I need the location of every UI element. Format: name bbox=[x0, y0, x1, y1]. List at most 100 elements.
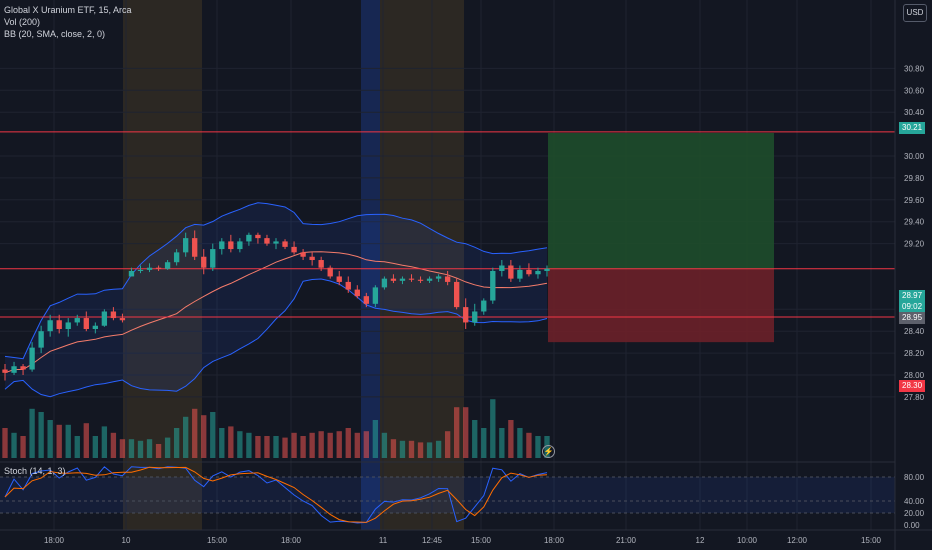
price-tick-label: 29.20 bbox=[904, 240, 925, 249]
volume-bar bbox=[146, 439, 153, 458]
volume-bar bbox=[29, 408, 35, 458]
time-tick-label: 15:00 bbox=[207, 536, 228, 545]
volume-bar bbox=[246, 432, 252, 458]
candle-body bbox=[101, 311, 108, 326]
currency-button[interactable]: USD bbox=[903, 4, 927, 22]
volume-bar bbox=[128, 439, 135, 458]
price-tick-label: 28.00 bbox=[904, 371, 925, 380]
stop-zone bbox=[548, 268, 774, 343]
volume-bar bbox=[463, 407, 469, 458]
candle-body bbox=[435, 276, 442, 279]
bb-legend[interactable]: BB (20, SMA, close, 2, 0) bbox=[4, 29, 106, 39]
volume-bar bbox=[490, 399, 496, 458]
stoch-tick-label: 80.00 bbox=[904, 473, 925, 482]
candle-body bbox=[444, 276, 451, 282]
session-band bbox=[361, 0, 380, 530]
time-tick-label: 12:00 bbox=[787, 536, 808, 545]
candle-body bbox=[399, 278, 406, 281]
time-tick-label: 18:00 bbox=[544, 536, 565, 545]
candle-body bbox=[237, 241, 243, 250]
stoch-tick-label: 40.00 bbox=[904, 497, 925, 506]
volume-bar bbox=[508, 420, 514, 458]
candle-body bbox=[192, 238, 198, 257]
candle-body bbox=[119, 318, 126, 321]
time-tick-label: 15:00 bbox=[471, 536, 492, 545]
volume-bar bbox=[499, 428, 505, 458]
time-tick-label: 11 bbox=[379, 536, 388, 545]
candle-body bbox=[29, 347, 35, 370]
stoch-d-line bbox=[4, 466, 548, 523]
candle-body bbox=[92, 325, 98, 330]
candle-body bbox=[463, 307, 469, 323]
candle-body bbox=[390, 278, 397, 281]
candle-body bbox=[183, 238, 189, 253]
candle-body bbox=[128, 270, 135, 277]
price-tick-label: 29.80 bbox=[904, 174, 925, 183]
volume-bar bbox=[65, 424, 71, 458]
volume-bar bbox=[237, 431, 243, 458]
volume-bar bbox=[336, 431, 342, 458]
stop-price-tag: 28.30 bbox=[899, 380, 926, 392]
volume-bar bbox=[454, 407, 460, 458]
candle-body bbox=[544, 268, 550, 271]
candle-body bbox=[38, 331, 44, 348]
volume-bar bbox=[83, 423, 89, 458]
volume-bar bbox=[11, 432, 17, 458]
volume-bar bbox=[264, 436, 270, 458]
candle-body bbox=[47, 320, 53, 332]
volume-bar bbox=[381, 432, 388, 458]
session-band bbox=[123, 0, 202, 530]
volume-bar bbox=[327, 432, 333, 458]
candle-body bbox=[164, 262, 171, 269]
candle-body bbox=[309, 256, 315, 261]
volume-bar bbox=[444, 431, 451, 458]
volume-legend[interactable]: Vol (200) bbox=[4, 17, 41, 27]
time-tick-label: 21:00 bbox=[616, 536, 637, 545]
candle-body bbox=[201, 256, 207, 268]
candle-body bbox=[454, 281, 460, 308]
time-tick-label: 10 bbox=[122, 536, 131, 545]
candle-body bbox=[291, 246, 297, 253]
candle-body bbox=[155, 267, 162, 269]
time-tick-label: 15:00 bbox=[861, 536, 882, 545]
candle-body bbox=[56, 320, 62, 330]
volume-bar bbox=[47, 420, 53, 458]
candle-body bbox=[372, 287, 379, 304]
candle-body bbox=[110, 311, 117, 319]
volume-bar bbox=[273, 436, 279, 458]
candle-body bbox=[146, 267, 153, 270]
candle-body bbox=[318, 260, 324, 268]
candle-body bbox=[273, 241, 279, 244]
candle-body bbox=[300, 252, 306, 257]
candle-body bbox=[381, 278, 388, 288]
candle-body bbox=[472, 311, 478, 323]
bolt-icon[interactable]: ⚡ bbox=[542, 445, 555, 458]
time-tick-label: 12:45 bbox=[422, 536, 443, 545]
volume-bar bbox=[201, 415, 207, 458]
volume-bar bbox=[2, 428, 8, 458]
stoch-legend[interactable]: Stoch (14, 1, 3) bbox=[4, 466, 66, 476]
candle-body bbox=[11, 366, 17, 373]
volume-bar bbox=[110, 432, 117, 458]
candle-body bbox=[363, 296, 369, 304]
volume-bar bbox=[309, 432, 315, 458]
candle-body bbox=[354, 289, 360, 297]
volume-bar bbox=[345, 428, 351, 458]
bb-basis-tag: 28.95 bbox=[899, 312, 926, 324]
volume-bar bbox=[481, 428, 487, 458]
candle-body bbox=[345, 281, 351, 290]
volume-bar bbox=[318, 431, 324, 458]
stoch-band bbox=[0, 477, 895, 513]
volume-bar bbox=[183, 416, 189, 458]
volume-bar bbox=[173, 428, 180, 458]
stoch-tick-label: 0.00 bbox=[904, 521, 920, 530]
volume-bar bbox=[255, 436, 261, 458]
volume-bar bbox=[535, 436, 541, 458]
candle-body bbox=[228, 241, 234, 250]
candle-body bbox=[499, 265, 505, 271]
candle-body bbox=[481, 300, 487, 312]
volume-bar bbox=[372, 420, 379, 458]
target-zone bbox=[548, 133, 774, 269]
